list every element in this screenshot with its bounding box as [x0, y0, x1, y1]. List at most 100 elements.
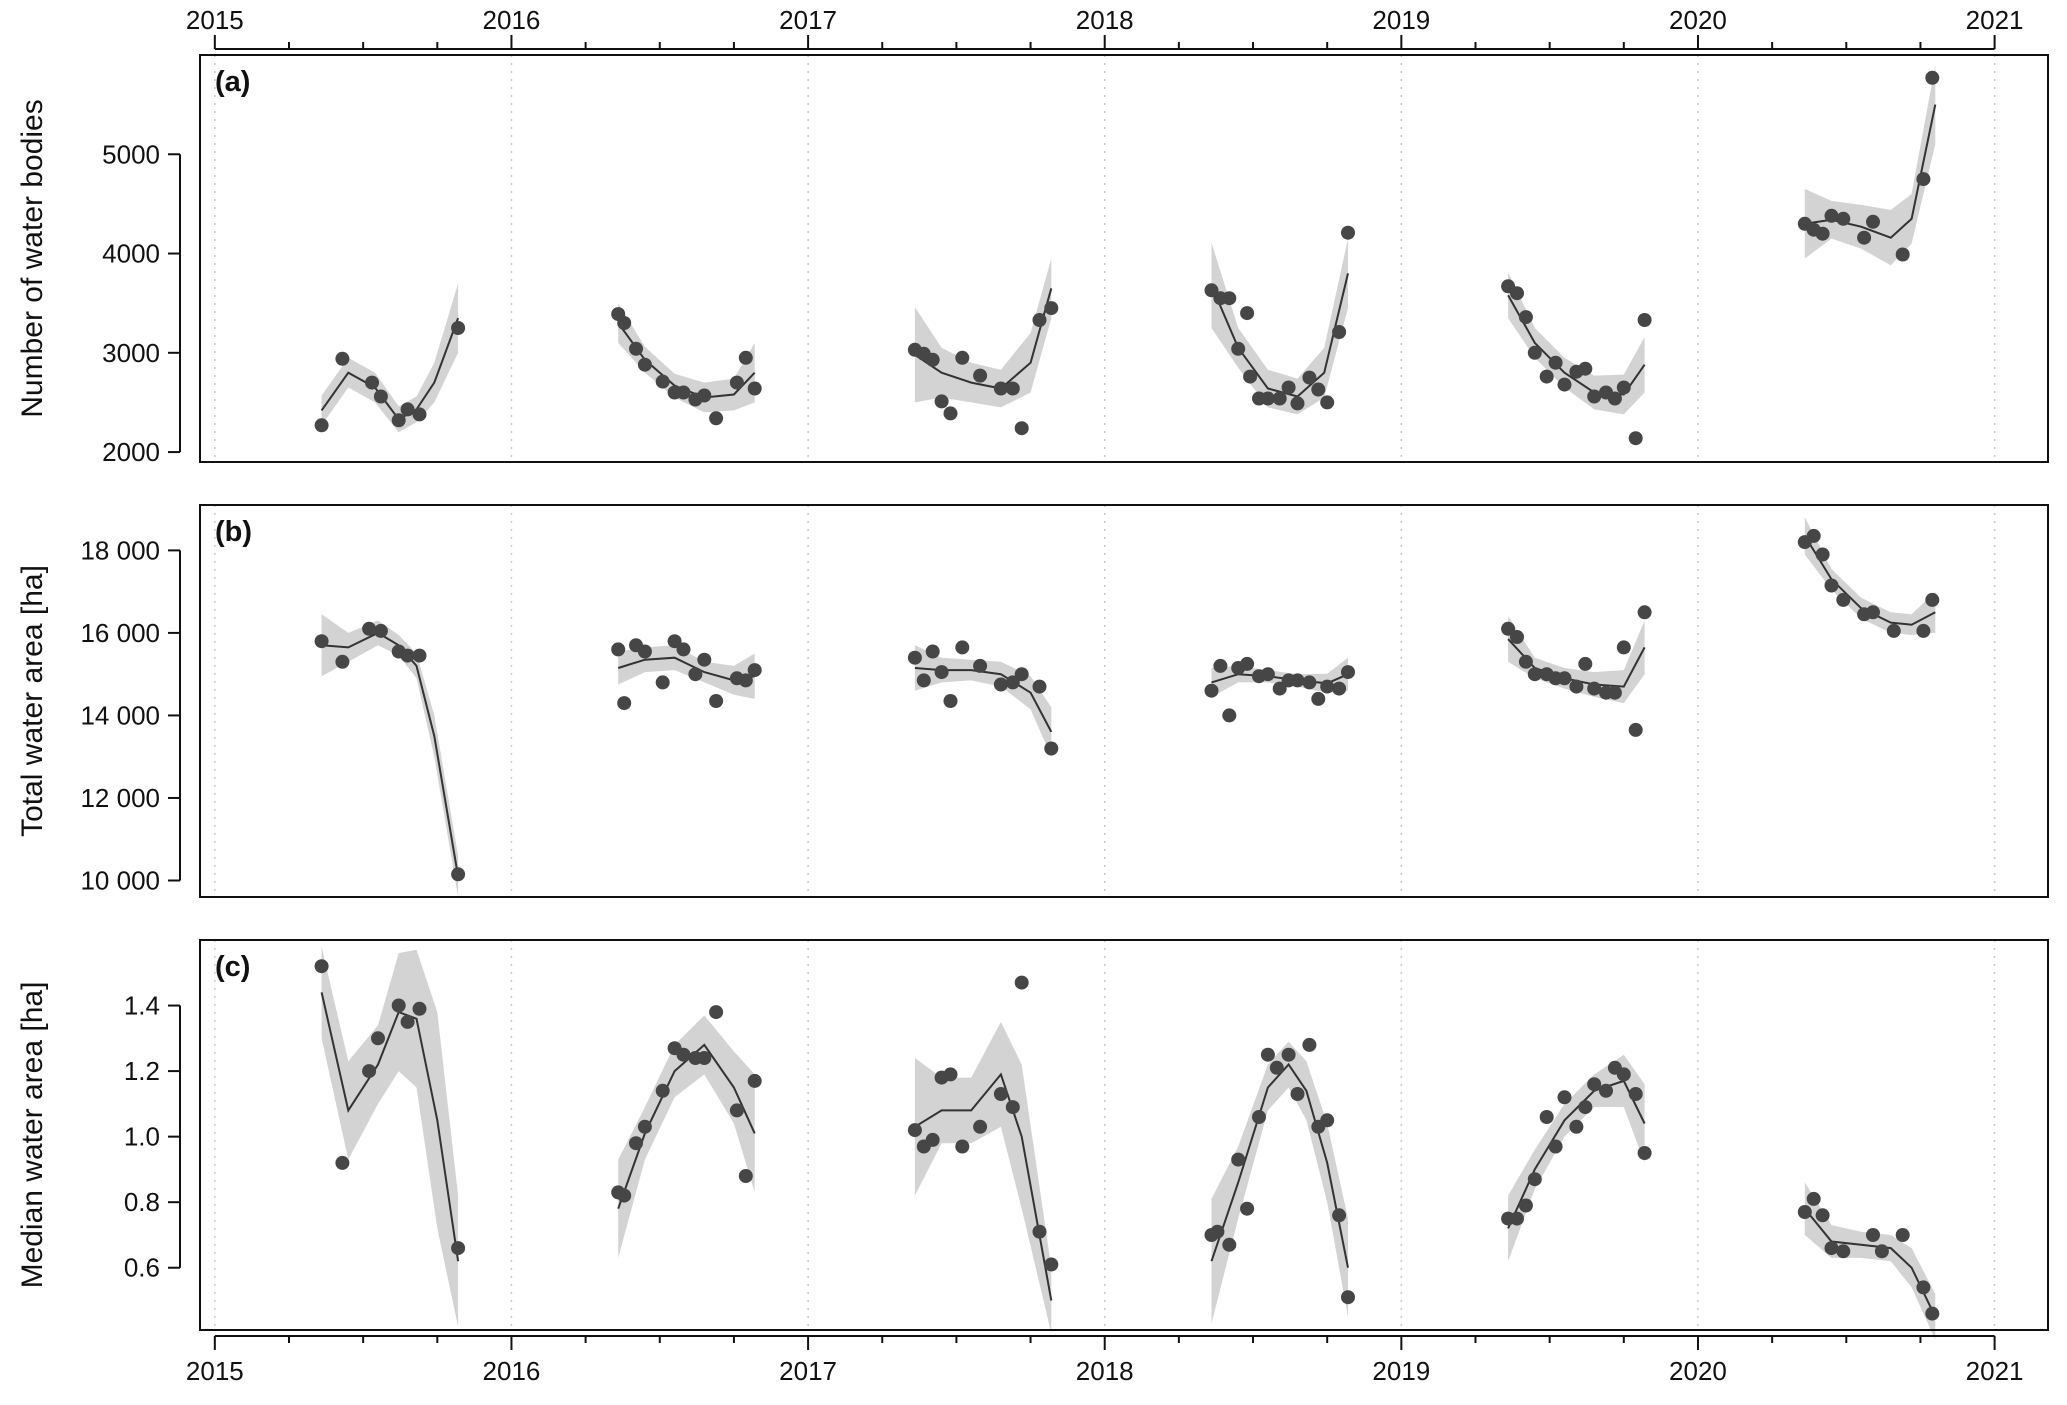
confidence-band — [1211, 1041, 1348, 1324]
confidence-band — [321, 614, 459, 897]
top-x-tick-label: 2017 — [779, 5, 837, 35]
data-point — [1874, 1244, 1889, 1259]
data-point — [973, 368, 988, 383]
data-point — [1044, 1257, 1059, 1272]
data-point — [1824, 578, 1839, 593]
data-point — [955, 640, 970, 655]
data-point — [1836, 1244, 1851, 1259]
data-point — [1578, 1100, 1593, 1115]
data-point — [1005, 675, 1020, 690]
smooth-fit-line — [1210, 1062, 1349, 1268]
data-point — [1332, 681, 1347, 696]
data-point — [697, 388, 712, 403]
data-point — [1213, 658, 1228, 673]
data-point — [1599, 1083, 1613, 1098]
data-point — [925, 352, 940, 367]
data-point — [1272, 681, 1287, 696]
data-point — [451, 867, 466, 882]
data-point — [738, 673, 753, 688]
data-point — [637, 1119, 652, 1134]
smooth-fit-line — [914, 1072, 1053, 1301]
data-point — [973, 1119, 988, 1134]
data-point — [1014, 667, 1029, 682]
data-point — [1281, 380, 1296, 395]
data-point — [1866, 214, 1880, 229]
data-point — [1320, 395, 1335, 410]
data-point — [1290, 1087, 1305, 1101]
data-point — [1501, 621, 1516, 636]
data-point — [955, 350, 970, 365]
data-point — [747, 381, 762, 396]
data-point — [1539, 369, 1554, 384]
confidence-band — [618, 303, 755, 413]
data-point — [412, 1001, 427, 1016]
y-tick-label: 5000 — [102, 139, 160, 169]
data-point — [709, 1005, 724, 1020]
bottom-x-axis: 2015 2016 2017 2018 2019 2020 2021 — [186, 1335, 2024, 1386]
data-point — [1797, 1205, 1812, 1219]
data-point — [412, 407, 427, 422]
data-point — [676, 642, 691, 657]
data-point — [1222, 1237, 1237, 1252]
data-point — [314, 634, 329, 649]
data-point — [1527, 667, 1542, 682]
panel-a-number-of-water-bodies: 2000 3000 4000 5000 Number of water bodies (a… — [16, 54, 2049, 467]
confidence-band — [1508, 1054, 1645, 1262]
data-point — [1628, 722, 1643, 737]
data-point — [1320, 1113, 1335, 1128]
data-point — [697, 1051, 712, 1065]
data-point — [747, 663, 762, 678]
data-point — [617, 316, 632, 330]
data-point — [1607, 685, 1622, 700]
data-point — [1587, 389, 1602, 404]
data-point — [1925, 592, 1940, 607]
confidence-band — [321, 283, 459, 433]
data-point — [1527, 1172, 1542, 1187]
data-point — [1341, 225, 1355, 240]
data-point — [1032, 679, 1047, 694]
y-axis-title: Total water area [ha] — [16, 565, 49, 837]
data-point — [1302, 675, 1317, 690]
data-point — [617, 1188, 632, 1203]
data-point — [1510, 630, 1524, 644]
confidence-band — [321, 946, 459, 1327]
data-point — [1806, 1191, 1821, 1206]
data-point — [655, 1083, 670, 1098]
panel-tag: (c) — [215, 951, 250, 983]
panel-c-median-water-area: 0.6 0.8 1.0 1.2 1.4 Median water area [ha] (c) — [16, 939, 2049, 1340]
data-point — [993, 1087, 1008, 1101]
data-point — [1320, 679, 1335, 694]
data-point — [973, 658, 988, 673]
data-point — [925, 644, 940, 659]
data-point — [1824, 208, 1839, 223]
data-point — [1587, 681, 1602, 696]
data-point — [1607, 391, 1622, 406]
data-point — [1824, 1241, 1839, 1256]
data-point — [1332, 325, 1347, 339]
data-point — [729, 1103, 744, 1118]
top-x-tick-label: 2016 — [483, 5, 541, 35]
data-point — [1628, 1087, 1643, 1101]
panel-frame — [199, 54, 2049, 463]
data-point — [391, 413, 406, 428]
data-point — [729, 375, 744, 390]
data-point — [365, 375, 379, 390]
data-point — [1548, 1139, 1563, 1154]
data-point — [655, 374, 670, 389]
data-point — [637, 357, 652, 372]
data-point — [1311, 382, 1326, 397]
data-point — [1510, 1211, 1524, 1226]
data-point — [697, 652, 712, 667]
data-point — [1044, 301, 1059, 316]
y-tick-label: 10 000 — [80, 865, 160, 895]
data-point — [314, 418, 329, 433]
data-point — [1281, 1047, 1296, 1062]
data-point — [1548, 355, 1563, 370]
data-point — [1587, 1077, 1602, 1092]
data-point — [373, 389, 388, 404]
data-point — [1240, 1201, 1255, 1216]
top-x-tick-label: 2018 — [1076, 5, 1134, 35]
bottom-x-tick-label: 2020 — [1669, 1356, 1727, 1386]
data-point — [1032, 1224, 1047, 1239]
data-point — [1222, 291, 1237, 306]
